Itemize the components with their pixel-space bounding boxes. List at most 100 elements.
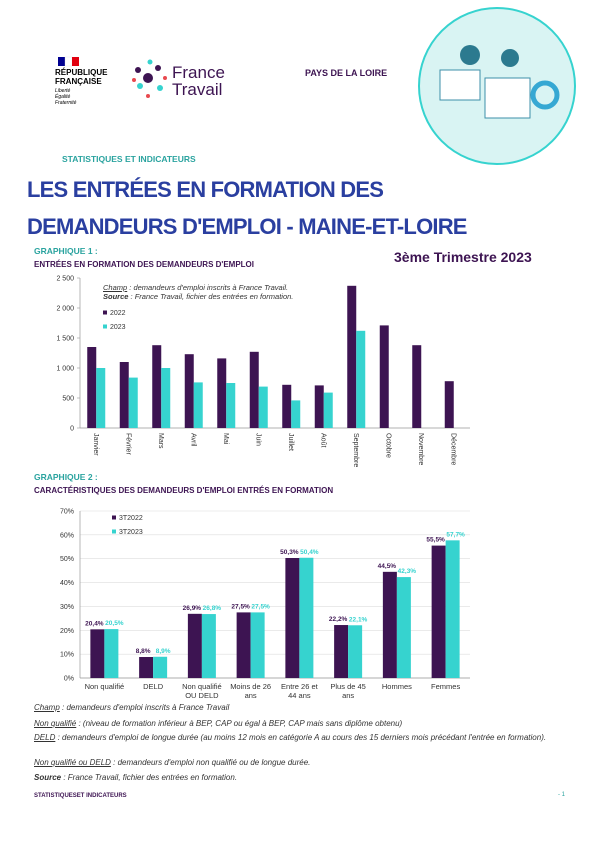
bar	[285, 557, 300, 678]
x-tick-label: Juillet	[287, 433, 294, 451]
bar	[356, 330, 366, 428]
bar	[347, 285, 357, 428]
note-text: : demandeurs d'emploi de longue durée (a…	[55, 733, 547, 742]
legend-swatch	[112, 529, 116, 534]
y-tick-label: 20%	[60, 628, 74, 635]
y-tick-label: 500	[62, 396, 74, 403]
bar	[152, 345, 162, 428]
note: DELD : demandeurs d'emploi de longue dur…	[34, 733, 564, 742]
bar	[382, 571, 397, 678]
footer: STATISTIQUESET INDICATEURS	[34, 793, 127, 799]
bar	[139, 657, 154, 678]
bar	[226, 383, 236, 428]
data-label: 8,8%	[136, 648, 151, 655]
motto: Liberté Égalité Fraternité	[55, 88, 77, 106]
note-term: Non qualifié	[34, 719, 77, 728]
y-tick-label: 0%	[64, 676, 74, 683]
legend-swatch	[103, 324, 107, 329]
bar	[193, 382, 203, 428]
data-label: 26,8%	[203, 605, 222, 612]
y-tick-label: 30%	[60, 604, 74, 611]
annotation-label: Source	[103, 292, 129, 301]
title: LES ENTRÉES EN FORMATION DES	[27, 177, 384, 202]
y-tick-label: 60%	[60, 532, 74, 539]
x-tick-label: Janvier	[92, 433, 99, 456]
x-tick-label: Septembre	[352, 433, 359, 467]
title: DEMANDEURS D'EMPLOI - MAINE-ET-LOIRE	[27, 214, 467, 239]
x-tick-label: Hommes	[381, 682, 412, 691]
note-term: Champ	[34, 703, 60, 712]
chart-subtitle: ENTRÉES EN FORMATION DES DEMANDEURS D'EM…	[34, 260, 254, 269]
legend-label: 2022	[110, 310, 126, 317]
bar	[334, 625, 349, 678]
region: PAYS DE LA LOIRE	[305, 68, 388, 78]
legend-label: 3T2022	[119, 515, 143, 522]
bar	[236, 612, 251, 678]
chart-title: GRAPHIQUE 1 :	[34, 246, 98, 256]
note: Source : France Travail, fichier des ent…	[34, 773, 564, 782]
note-term: Non qualifié ou DELD	[34, 758, 111, 767]
x-tick-label: Entre 26 et 44 ans	[281, 682, 318, 700]
y-tick-label: 70%	[60, 509, 74, 516]
x-tick-label: Mai	[222, 433, 229, 445]
data-label: 26,9%	[183, 605, 202, 612]
note-text: : (niveau de formation inférieur à BEP, …	[76, 719, 403, 728]
note-text: : France Travail, fichier des entrées en…	[61, 773, 238, 782]
data-label: 50,3%	[280, 549, 299, 556]
data-label: 27,5%	[251, 603, 270, 610]
x-tick-label: Octobre	[384, 433, 391, 458]
bar	[314, 385, 324, 428]
note-term: Source	[34, 773, 62, 782]
annotation-text: : France Travail, fichier des entrées en…	[128, 292, 294, 301]
data-label: 27,5%	[231, 603, 250, 610]
x-tick-label: Non qualifié OU DELD	[182, 682, 222, 700]
y-tick-label: 2 500	[56, 276, 74, 283]
bar	[299, 557, 314, 678]
note: Non qualifié ou DELD : demandeurs d'empl…	[34, 758, 564, 767]
bar	[396, 577, 411, 678]
bar	[187, 613, 202, 678]
data-label: 44,5%	[378, 563, 397, 570]
period: 3ème Trimestre 2023	[394, 249, 532, 265]
bar	[90, 629, 105, 678]
data-label: 57,7%	[446, 531, 465, 538]
bar	[250, 612, 265, 678]
y-tick-label: 1 500	[56, 336, 74, 343]
x-tick-label: Décembre	[449, 433, 456, 465]
chart: 0 500 1 000 1 500 2 000 2 500 Janvier Février Ma…	[56, 276, 470, 467]
x-tick-label: Juin	[254, 433, 261, 446]
bar	[412, 345, 422, 428]
y-tick-label: 0	[70, 426, 74, 433]
y-tick-label: 2 000	[56, 306, 74, 313]
chart: 0% 10% 20% 30% 40% 50% 60% 70% 20,4% 20,5% 8,8% 8,9…	[60, 509, 470, 683]
brand: France Travail	[172, 63, 225, 99]
x-tick-label: Non qualifié	[84, 682, 125, 691]
bar	[291, 400, 301, 428]
x-tick-label: Août	[319, 433, 326, 447]
legend-label: 2023	[110, 324, 126, 331]
note-text: : demandeurs d'emploi inscrits à France …	[59, 703, 230, 712]
bar	[96, 368, 106, 428]
bar	[348, 625, 363, 678]
note-term: DELD	[34, 733, 56, 742]
legend-swatch	[103, 310, 107, 315]
legend-swatch	[112, 515, 116, 520]
data-label: 8,9%	[156, 648, 171, 655]
bar	[323, 392, 333, 428]
x-tick-label: DELD	[143, 682, 164, 691]
bar	[104, 629, 119, 678]
bar	[249, 351, 259, 428]
annotation: Source : France Travail, fichier des ent…	[103, 292, 293, 301]
x-tick-label: Plus de 45 ans	[330, 682, 366, 700]
section: STATISTIQUES ET INDICATEURS	[62, 154, 196, 164]
annotation-label: Champ	[103, 283, 128, 292]
bar	[161, 368, 171, 428]
bar	[217, 358, 227, 428]
note: Non qualifié : (niveau de formation infé…	[34, 719, 564, 728]
annotation-text: : demandeurs d'emploi inscrits à France …	[127, 283, 289, 292]
bar	[431, 545, 446, 678]
bar	[379, 325, 389, 428]
data-label: 42,3%	[398, 568, 417, 575]
data-label: 22,2%	[329, 616, 348, 623]
